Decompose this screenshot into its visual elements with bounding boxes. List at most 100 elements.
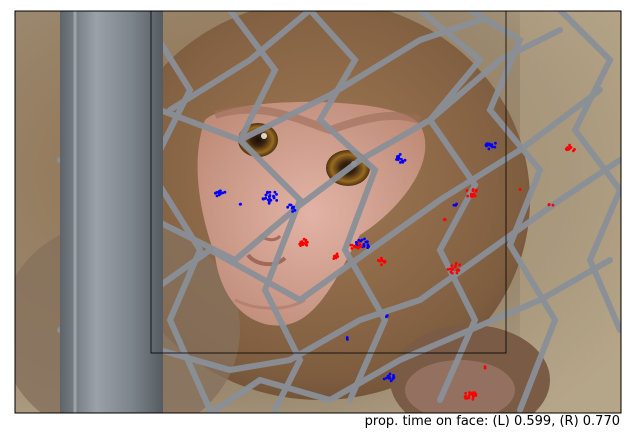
gaze-point <box>357 238 361 242</box>
gaze-point <box>473 194 477 198</box>
gaze-point <box>474 190 478 193</box>
gaze-point <box>376 258 380 262</box>
gaze-point <box>518 187 522 191</box>
gaze-point <box>491 145 494 149</box>
gaze-point <box>357 245 360 249</box>
gaze-point <box>301 241 305 245</box>
gaze-point <box>275 193 278 196</box>
axes-frame <box>14 10 622 414</box>
gaze-point <box>221 191 225 195</box>
gaze-point <box>332 254 336 258</box>
gaze-point <box>397 156 401 160</box>
gaze-point <box>403 158 407 162</box>
gaze-point <box>471 188 475 191</box>
gaze-point <box>362 244 366 248</box>
gaze-point <box>380 256 383 260</box>
gaze-point <box>455 271 459 275</box>
gaze-point <box>385 376 388 380</box>
gaze-point <box>466 194 470 198</box>
gaze-point <box>217 191 221 195</box>
gaze-point <box>350 247 354 250</box>
gaze-point <box>357 242 361 246</box>
gaze-points-left <box>214 141 497 383</box>
gaze-point <box>399 161 402 164</box>
gaze-point <box>273 190 277 194</box>
gaze-point <box>382 377 386 381</box>
gaze-point <box>288 203 291 207</box>
gaze-point <box>443 218 447 222</box>
gaze-point <box>238 202 242 206</box>
gaze-point <box>354 241 358 244</box>
gaze-point <box>302 237 306 241</box>
gaze-point <box>458 263 462 267</box>
gaze-point <box>266 198 270 202</box>
gaze-point <box>335 252 339 256</box>
gaze-point <box>261 197 265 201</box>
gaze-point <box>286 205 290 209</box>
gaze-point <box>364 240 368 244</box>
gaze-point <box>382 260 386 263</box>
gaze-point <box>469 194 473 198</box>
gaze-point <box>487 147 491 151</box>
gaze-point <box>469 192 473 196</box>
gaze-point <box>464 391 468 395</box>
gaze-point <box>272 195 276 199</box>
gaze-points-right <box>298 143 576 401</box>
gaze-point <box>389 379 393 383</box>
gaze-point <box>551 203 555 207</box>
gaze-point <box>266 190 269 194</box>
gaze-point <box>401 159 405 163</box>
gaze-point <box>214 191 217 195</box>
gaze-point <box>332 257 336 260</box>
gaze-point <box>363 237 366 241</box>
gaze-point <box>334 256 338 260</box>
gaze-point <box>572 149 575 153</box>
gaze-point <box>264 196 268 200</box>
gaze-point <box>304 240 308 244</box>
gaze-point <box>465 189 469 192</box>
gaze-point <box>567 148 571 151</box>
gaze-point <box>494 141 497 145</box>
gaze-point <box>485 142 488 146</box>
gaze-point <box>453 265 457 269</box>
gaze-point <box>380 263 383 267</box>
gaze-point <box>268 190 272 194</box>
gaze-point <box>457 268 461 272</box>
gaze-point <box>291 205 295 209</box>
gaze-point <box>490 143 494 147</box>
gaze-point <box>446 268 450 271</box>
gaze-point <box>454 261 458 265</box>
fence-post <box>60 11 163 413</box>
gaze-point <box>398 153 402 156</box>
gaze-point <box>215 194 219 198</box>
gaze-point <box>472 192 476 196</box>
gaze-point <box>366 246 370 250</box>
gaze-point <box>449 270 453 274</box>
face-time-caption: prop. time on face: (L) 0.599, (R) 0.770 <box>364 414 620 429</box>
gaze-point <box>349 243 353 247</box>
gaze-point <box>391 377 395 380</box>
gaze-point <box>388 376 392 380</box>
gaze-point <box>264 193 268 197</box>
gaze-point <box>400 157 403 161</box>
gaze-point <box>345 336 349 339</box>
gaze-point <box>467 394 471 398</box>
gaze-point <box>268 195 271 199</box>
gaze-point <box>493 145 497 149</box>
gaze-point <box>471 391 474 395</box>
gaze-point <box>452 203 456 207</box>
gaze-point <box>298 242 302 246</box>
gaze-point <box>293 209 297 212</box>
gaze-point <box>471 395 475 399</box>
gaze-point <box>223 190 227 194</box>
gaze-point <box>450 264 454 267</box>
gaze-point <box>388 372 392 376</box>
gaze-point <box>359 244 363 248</box>
gaze-point <box>471 397 475 401</box>
gaze-point <box>385 315 388 319</box>
gaze-point <box>291 210 294 213</box>
gaze-point <box>450 268 454 271</box>
gaze-point <box>354 245 358 249</box>
